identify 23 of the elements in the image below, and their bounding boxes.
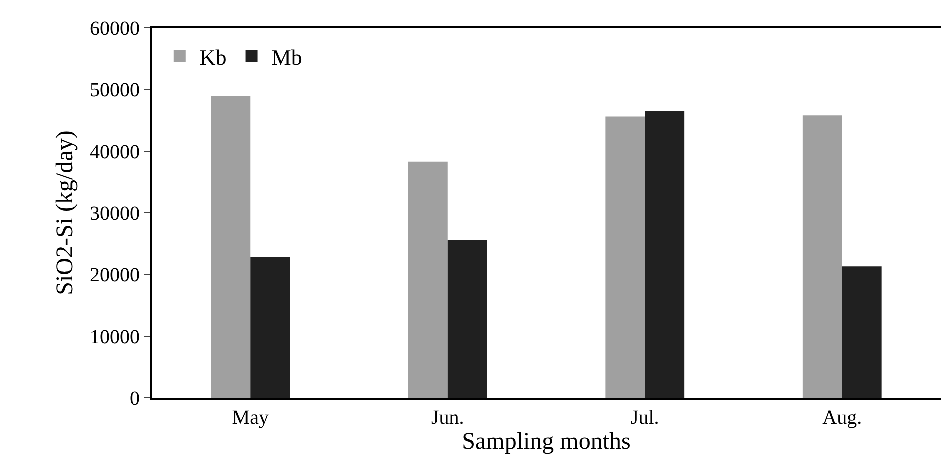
y-tick-label: 50000 (90, 80, 140, 102)
legend-label: Kb (200, 44, 227, 70)
bar (802, 116, 842, 398)
bar (606, 116, 646, 398)
y-tick-label: 30000 (90, 203, 140, 225)
y-tick-label: 10000 (90, 326, 140, 348)
bar (448, 240, 488, 398)
x-axis-title: Sampling months (462, 429, 631, 455)
y-axis-title: SiO2-Si (kg/day) (52, 130, 79, 296)
bar (211, 96, 251, 398)
legend-label: Mb (272, 44, 302, 70)
x-tick-label: May (232, 407, 269, 429)
bar (645, 111, 685, 398)
x-tick-label: Jul. (630, 407, 660, 429)
bar (842, 266, 882, 398)
bar (408, 162, 448, 398)
y-tick-label: 40000 (90, 141, 140, 164)
x-tick-label: Aug. (822, 407, 862, 429)
x-tick-label: Jun. (431, 407, 464, 429)
y-tick-label: 20000 (90, 264, 140, 287)
y-tick-label: 0 (130, 388, 140, 410)
y-tick-label: 60000 (90, 18, 140, 40)
bar (250, 257, 290, 398)
